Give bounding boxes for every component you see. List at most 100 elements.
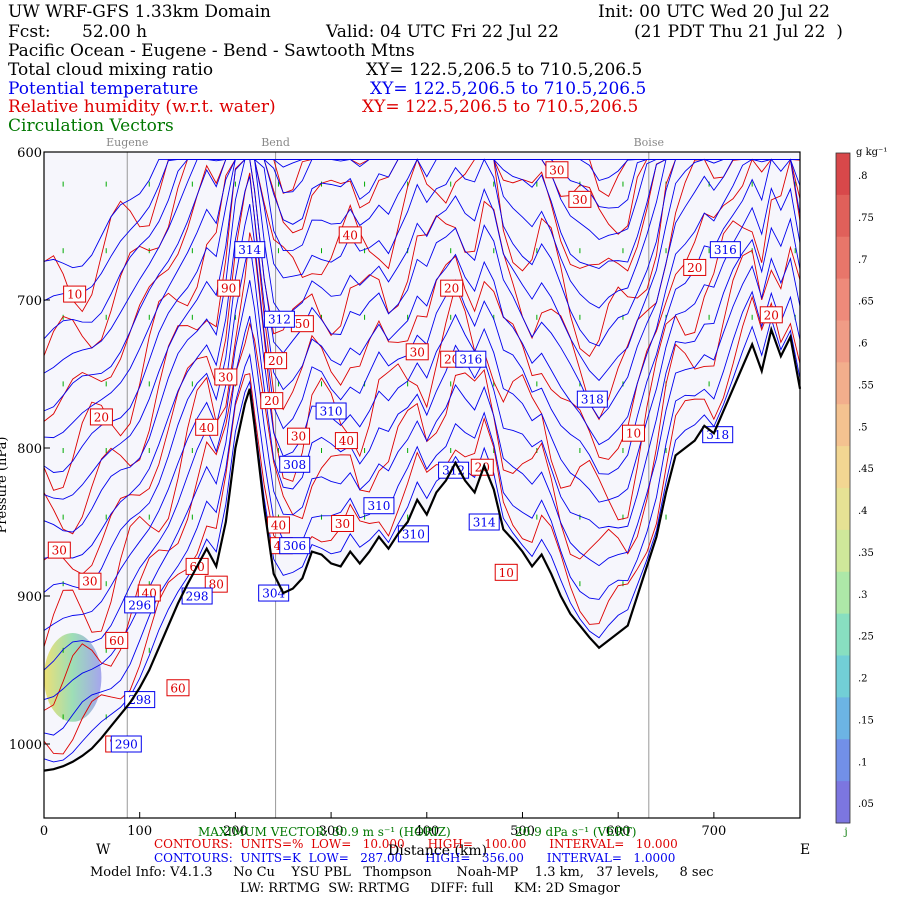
theta-contour-label: 310 [402,527,425,541]
rh-contour-label-box [63,285,87,303]
rh-contour-label-box [89,408,113,426]
rh-contour-label-box [78,572,102,590]
east-label: E [800,842,811,858]
colorbar-tick-label: .8 [858,171,868,182]
rh-contour-label: 30 [572,193,587,207]
rh-contour-label-box [166,679,190,697]
theta-contour-label: 312 [268,313,291,327]
valid-time: Valid: 04 UTC Fri 22 Jul 22 [326,22,559,42]
rh-contour-label: 10 [499,566,514,580]
terrain-line [43,325,802,772]
rh-contour-label-box [260,392,284,410]
rh-contour-label-box [470,458,494,476]
colorbar-swatch [836,488,850,531]
colorbar-tick-label: .65 [858,297,874,308]
theta-contour-label: 298 [186,590,209,604]
x-tick-label: 300 [319,824,344,839]
theta-contour-label-box [234,241,266,259]
forecast-label: Fcst: [8,22,51,42]
rh-contour-label-box [195,418,219,436]
rh-contour-label: 40 [343,228,358,242]
rh-contour-label: 10 [626,427,641,441]
colorbar-swatch [836,153,850,196]
field-cloud-xy: XY= 122.5,206.5 to 710.5,206.5 [366,60,643,80]
x-tick-label: 0 [40,824,48,839]
forecast-hours: 52.00 h [82,22,148,42]
y-tick-label: 700 [17,294,42,309]
colorbar-tick-label: .25 [858,632,874,643]
rh-contour-label-box [105,631,129,649]
rh-contour-label: 50 [295,317,310,331]
colorbar-swatch [836,404,850,447]
theta-contour-label-box [110,735,142,753]
colorbar-tick-label: .55 [858,380,874,391]
colorbar-tick-label: .4 [858,506,868,517]
x-tick-label: 600 [606,824,631,839]
theta-contour [43,257,801,700]
rh-contour-label-box [494,563,518,581]
theta-contour-label: 318 [581,393,604,407]
theta-contour [43,158,801,559]
theta-contour-info: CONTOURS: UNITS=K LOW= 287.00 HIGH= 356.… [154,851,676,865]
field-vectors-name: Circulation Vectors [8,116,174,136]
colorbar-swatch [836,194,850,238]
theta-contour [43,158,801,593]
colorbar-swatch [836,446,850,489]
colorbar-swatch [836,362,850,405]
colorbar-tick-label: .2 [858,674,868,685]
rh-contour-label: 30 [549,163,564,177]
x-tick-label: 700 [701,824,726,839]
theta-contour [43,158,800,269]
max-vector-vert: 20.9 dPa s⁻¹ (VERT) [515,825,637,839]
theta-contour-label-box [124,596,156,614]
cloud-mixing-ratio-patch [44,633,102,722]
theta-contour-label: 296 [128,598,151,612]
model-info: Model Info: V4.1.3 No Cu YSU PBL Thompso… [90,865,714,880]
theta-contour-label: 290 [115,738,138,752]
theta-contour-label-box [468,513,500,531]
x-tick-label: 500 [510,824,535,839]
theta-contour [43,158,800,473]
rh-contour-label-box [405,343,429,361]
colorbar-bottom-label: j [843,827,847,838]
theta-contour-label: 314 [238,243,261,257]
rh-contour-info: CONTOURS: UNITS=% LOW= 10.000 HIGH= 100.… [154,837,678,851]
colorbar-tick-label: .3 [858,590,868,601]
colorbar-swatch [836,320,850,363]
theta-contour [43,186,801,631]
rh-contour [43,295,801,755]
theta-contour-label: 310 [367,499,390,513]
theta-contour [43,158,800,500]
rh-contour-label: 40 [199,421,214,435]
colorbar-swatch [836,278,850,321]
colorbar-unit: g kg⁻¹ [856,147,888,158]
rh-contour-label-box [47,541,71,559]
rh-contour-label-box [568,190,592,208]
rh-contour-label: 90 [221,282,236,296]
y-tick-label: 600 [17,146,42,161]
theta-contour-label: 304 [262,587,285,601]
rh-contour-label: 40 [339,434,354,448]
colorbar-swatch [836,613,850,656]
rh-contour-label: 20 [444,282,459,296]
rh-contour-label-box [338,226,362,244]
colorbar-frame [835,152,851,824]
rh-contour-label: 60 [170,681,185,695]
theta-contour-label-box [363,497,395,515]
field-rh-xy: XY= 122.5,206.5 to 710.5,206.5 [362,97,639,117]
colorbar-tick-label: .7 [858,255,868,266]
theta-contour-label-box [576,390,608,408]
colorbar-swatch [836,236,850,280]
colorbar-swatch [836,781,850,824]
y-tick-label: 800 [17,442,42,457]
theta-contour-label-box [279,537,311,555]
theta-contour [43,317,801,763]
rh-contour-label: 30 [82,575,97,589]
x-tick-label: 100 [127,824,152,839]
theta-contour-label: 316 [714,243,737,257]
rh-contour-label-box [287,427,311,445]
field-theta-name: Potential temperature [8,79,199,99]
colorbar-tick-label: .45 [858,464,874,475]
rh-contour-label: 20 [687,261,702,275]
plot-frame [43,151,801,819]
